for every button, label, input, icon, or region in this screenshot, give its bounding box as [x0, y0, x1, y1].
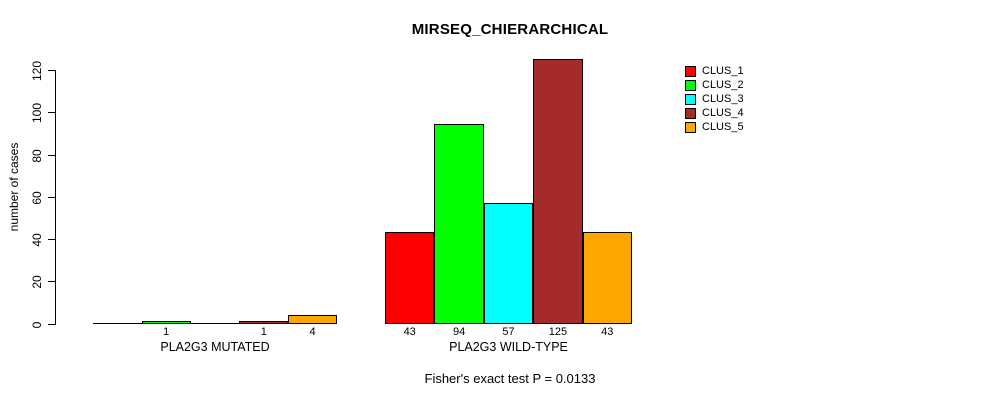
bar-value-label: 94	[452, 326, 466, 338]
legend-label: CLUS_4	[702, 107, 744, 119]
bar-group	[93, 59, 337, 324]
bar-value-label: 1	[163, 326, 170, 338]
y-tick-label: 80	[30, 148, 44, 163]
y-tick-label: 120	[30, 60, 44, 81]
bar-value-label: 43	[601, 326, 614, 338]
bar	[142, 321, 191, 324]
bar-value-label: 1	[260, 326, 267, 338]
bar-value-label: 125	[548, 326, 568, 338]
bar	[239, 321, 288, 324]
legend-item: CLUS_1	[685, 64, 744, 78]
y-axis-label: number of cases	[7, 142, 21, 232]
group-label: PLA2G3 WILD-TYPE	[449, 340, 568, 354]
bar-value-label: 57	[502, 326, 515, 338]
legend-swatch	[685, 121, 696, 133]
legend-swatch	[685, 93, 696, 105]
annotation-text: Fisher's exact test P = 0.0133	[424, 371, 596, 386]
y-tick	[48, 281, 56, 282]
bar	[385, 232, 434, 324]
bar	[288, 315, 337, 324]
legend-label: CLUS_1	[702, 65, 744, 77]
bar-value-label: 4	[309, 326, 316, 338]
y-tick	[48, 70, 56, 71]
bar-value-label: 43	[403, 326, 416, 338]
bar	[484, 203, 533, 324]
chart-title: MIRSEQ_CHIERARCHICAL	[411, 21, 609, 38]
y-tick-label: 20	[30, 274, 44, 289]
legend-swatch	[685, 79, 696, 91]
legend: CLUS_1 CLUS_2 CLUS_3 CLUS_4 CLUS_5	[685, 64, 744, 134]
y-tick-label: 100	[30, 102, 44, 123]
legend-item: CLUS_3	[685, 92, 744, 106]
y-tick	[48, 239, 56, 240]
bar	[434, 124, 484, 324]
legend-item: CLUS_2	[685, 78, 744, 92]
y-tick	[48, 197, 56, 198]
baseline	[93, 323, 337, 324]
legend-swatch	[685, 107, 696, 119]
y-tick	[48, 324, 56, 325]
bar	[583, 232, 632, 324]
y-tick	[48, 155, 56, 156]
legend-item: CLUS_4	[685, 106, 744, 120]
legend-label: CLUS_3	[702, 93, 744, 105]
legend-label: CLUS_5	[702, 121, 744, 133]
legend-label: CLUS_2	[702, 79, 744, 91]
y-tick	[48, 112, 56, 113]
y-tick-label: 60	[30, 190, 44, 205]
legend-swatch	[685, 65, 696, 77]
y-tick-label: 40	[30, 232, 44, 247]
bar	[533, 59, 583, 324]
legend-item: CLUS_5	[685, 120, 744, 134]
y-tick-label: 0	[30, 321, 44, 328]
bar-group	[385, 59, 632, 324]
group-label: PLA2G3 MUTATED	[160, 340, 270, 354]
